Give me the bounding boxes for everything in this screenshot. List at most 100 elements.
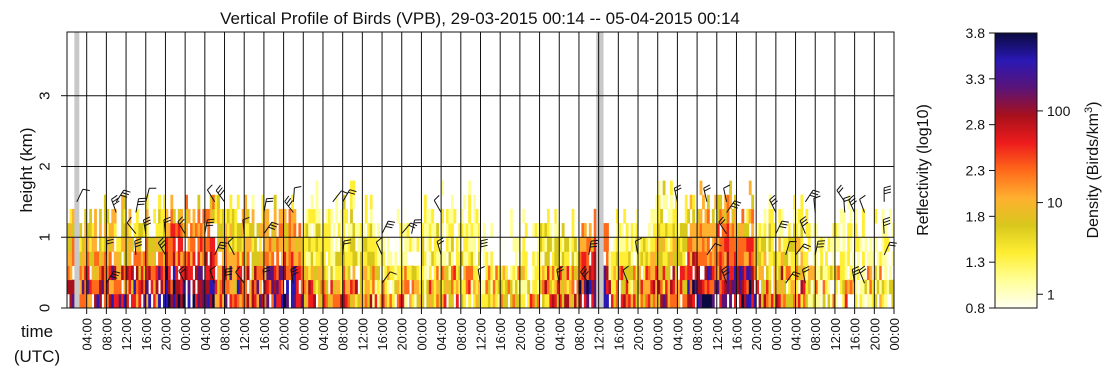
heatmap-cell [594, 294, 597, 309]
heatmap-cell [417, 294, 420, 309]
heatmap-cell [729, 280, 732, 295]
heatmap-cell [510, 266, 513, 281]
wind-barb [805, 190, 819, 202]
heatmap-cell [581, 237, 584, 252]
heatmap-cell [690, 280, 693, 295]
heatmap-cell [515, 237, 518, 252]
heatmap-cell [700, 237, 703, 252]
heatmap-cell [153, 294, 156, 309]
heatmap-cell [197, 251, 200, 266]
heatmap-cell [116, 251, 119, 266]
heatmap-cell [633, 223, 636, 238]
heatmap-cell [828, 237, 831, 252]
heatmap-cell [783, 280, 786, 295]
heatmap-cell [709, 280, 712, 295]
heatmap-cell [311, 223, 314, 238]
heatmap-cell [700, 280, 703, 295]
heatmap-cell [463, 237, 466, 252]
heatmap-cell [485, 280, 488, 295]
heatmap-cell [99, 237, 102, 252]
colorbar-right-tick-label: 100 [1047, 103, 1071, 119]
heatmap-cell [414, 251, 417, 266]
heatmap-cell [468, 181, 471, 196]
heatmap-cell [92, 251, 95, 266]
heatmap-cell [426, 223, 429, 238]
heatmap-cell [739, 280, 742, 295]
heatmap-cell [648, 294, 651, 309]
heatmap-cell [89, 223, 92, 238]
heatmap-cell [690, 223, 693, 238]
heatmap-cell [97, 266, 100, 281]
heatmap-cell [653, 251, 656, 266]
heatmap-cell [180, 294, 183, 309]
heatmap-cell [668, 237, 671, 252]
heatmap-cell [764, 251, 767, 266]
heatmap-cell [645, 280, 648, 295]
heatmap-cell [704, 209, 707, 224]
heatmap-cell [700, 223, 703, 238]
heatmap-cell [704, 294, 707, 309]
heatmap-cell [259, 223, 262, 238]
heatmap-cell [869, 237, 872, 252]
heatmap-cell [389, 294, 392, 309]
heatmap-cell [672, 280, 675, 295]
heatmap-cell [719, 266, 722, 281]
heatmap-cell [660, 209, 663, 224]
heatmap-cell [330, 209, 333, 224]
heatmap-cell [850, 209, 853, 224]
heatmap-cell [212, 195, 215, 210]
heatmap-cell [293, 294, 296, 309]
heatmap-cell [584, 294, 587, 309]
heatmap-cell [860, 237, 863, 252]
heatmap-cell [220, 294, 223, 309]
heatmap-cell [729, 181, 732, 196]
heatmap-cell [663, 251, 666, 266]
heatmap-cell [495, 294, 498, 309]
heatmap-cell [764, 280, 767, 295]
heatmap-cell [825, 280, 828, 295]
heatmap-cell [468, 251, 471, 266]
heatmap-cell [82, 237, 85, 252]
x-tick-label: 20:00 [158, 318, 173, 351]
heatmap-cell [665, 237, 668, 252]
heatmap-cell [247, 294, 250, 309]
heatmap-cell [552, 237, 555, 252]
heatmap-cell [133, 294, 136, 309]
heatmap-cell [316, 181, 319, 196]
heatmap-cell [660, 223, 663, 238]
heatmap-cell [338, 251, 341, 266]
heatmap-cell [668, 209, 671, 224]
heatmap-cell [252, 266, 255, 281]
heatmap-cell [69, 223, 72, 238]
heatmap-cell [311, 237, 314, 252]
heatmap-cell [687, 209, 690, 224]
heatmap-cell [335, 209, 338, 224]
heatmap-cell [594, 266, 597, 281]
heatmap-cell [889, 280, 892, 295]
heatmap-cell [503, 294, 506, 309]
heatmap-cell [572, 280, 575, 295]
heatmap-cell [151, 237, 154, 252]
heatmap-cell [173, 266, 176, 281]
heatmap-cell [761, 251, 764, 266]
heatmap-cell [180, 280, 183, 295]
heatmap-cell [887, 251, 890, 266]
heatmap-cell [744, 280, 747, 295]
heatmap-cell [837, 266, 840, 281]
heatmap-cell [768, 294, 771, 309]
heatmap-cell [727, 195, 730, 210]
heatmap-cell [554, 209, 557, 224]
heatmap-cell [672, 294, 675, 309]
heatmap-cell [660, 294, 663, 309]
heatmap-cell [532, 280, 535, 295]
heatmap-cell [759, 294, 762, 309]
heatmap-cell [877, 280, 880, 295]
heatmap-cell [476, 223, 479, 238]
heatmap-cell [252, 195, 255, 210]
colorbar-left-label: Reflectivity (log10) [915, 104, 932, 236]
heatmap-cell [707, 195, 710, 210]
heatmap-cell [633, 280, 636, 295]
heatmap-cell [333, 251, 336, 266]
heatmap-cell [318, 251, 321, 266]
heatmap-cell [591, 294, 594, 309]
